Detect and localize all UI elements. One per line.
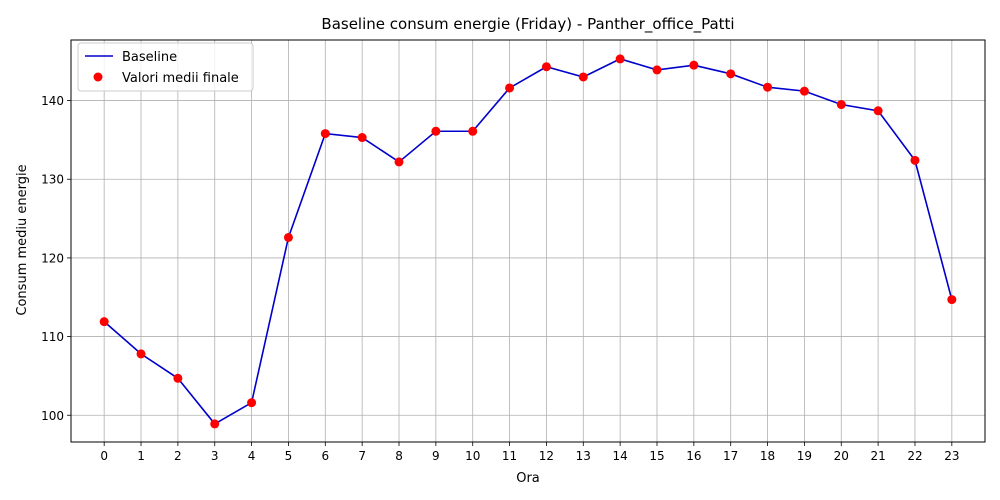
- data-point: [210, 419, 220, 429]
- legend-entry-valori: Valori medii finale: [122, 71, 239, 86]
- x-tick-label: 23: [944, 449, 959, 463]
- y-tick-label: 130: [41, 173, 64, 187]
- plot-frame: [70, 39, 986, 443]
- x-tick-label: 3: [211, 449, 219, 463]
- y-axis-label: Consum mediu energie: [15, 164, 30, 315]
- data-point: [247, 398, 257, 408]
- legend: Baseline Valori medii finale: [77, 42, 254, 92]
- y-tick-label: 110: [41, 330, 64, 344]
- legend-box: [77, 42, 254, 92]
- y-tick-label: 120: [41, 251, 64, 265]
- x-tick-label: 13: [576, 449, 591, 463]
- data-point: [873, 106, 883, 116]
- x-tick-label: 9: [432, 449, 440, 463]
- data-point: [99, 317, 109, 327]
- x-tick-label: 14: [612, 449, 627, 463]
- data-point: [357, 133, 367, 143]
- data-point: [468, 126, 478, 136]
- legend-marker-swatch: [93, 72, 103, 82]
- data-point: [763, 82, 773, 92]
- data-point: [836, 100, 846, 110]
- data-point: [615, 54, 625, 64]
- x-tick-label: 15: [649, 449, 664, 463]
- data-point: [726, 69, 736, 79]
- x-tick-label: 5: [285, 449, 293, 463]
- data-point: [947, 295, 957, 305]
- x-tick-label: 0: [100, 449, 108, 463]
- y-axis-ticks: 100 110 120 130 140: [41, 94, 71, 423]
- series-layer: [99, 54, 957, 429]
- series-line-baseline: [103, 58, 953, 425]
- x-tick-label: 20: [834, 449, 849, 463]
- y-tick-label: 140: [41, 94, 64, 108]
- x-tick-label: 19: [797, 449, 812, 463]
- data-point: [910, 155, 920, 165]
- data-point: [320, 129, 330, 139]
- x-tick-label: 8: [395, 449, 403, 463]
- data-point: [505, 83, 515, 93]
- x-tick-label: 16: [686, 449, 701, 463]
- x-tick-label: 10: [465, 449, 480, 463]
- data-point: [431, 126, 441, 136]
- x-axis-label: Ora: [516, 471, 540, 486]
- x-axis-ticks: 0 1 2 3 4 5 6 7 8 9 10 11 12 13 14 15 16 17 18 19 20 21 22 23: [100, 442, 959, 463]
- data-point: [283, 232, 293, 242]
- data-point: [394, 157, 404, 167]
- data-point: [541, 62, 551, 72]
- x-tick-label: 12: [539, 449, 554, 463]
- x-tick-label: 7: [358, 449, 366, 463]
- x-tick-label: 1: [137, 449, 145, 463]
- x-tick-label: 2: [174, 449, 182, 463]
- data-point: [689, 60, 699, 70]
- x-tick-label: 11: [502, 449, 517, 463]
- x-tick-label: 18: [760, 449, 775, 463]
- x-tick-label: 22: [907, 449, 922, 463]
- x-tick-label: 4: [248, 449, 256, 463]
- data-point: [799, 86, 809, 96]
- chart-title: Baseline consum energie (Friday) - Panth…: [321, 15, 734, 34]
- x-tick-label: 6: [321, 449, 329, 463]
- data-point: [136, 349, 146, 359]
- data-point: [578, 72, 588, 82]
- x-tick-label: 21: [870, 449, 885, 463]
- y-tick-label: 100: [41, 409, 64, 423]
- data-point: [652, 65, 662, 75]
- grid: [71, 40, 985, 442]
- x-tick-label: 17: [723, 449, 738, 463]
- legend-entry-baseline: Baseline: [122, 50, 177, 65]
- data-point: [173, 373, 183, 383]
